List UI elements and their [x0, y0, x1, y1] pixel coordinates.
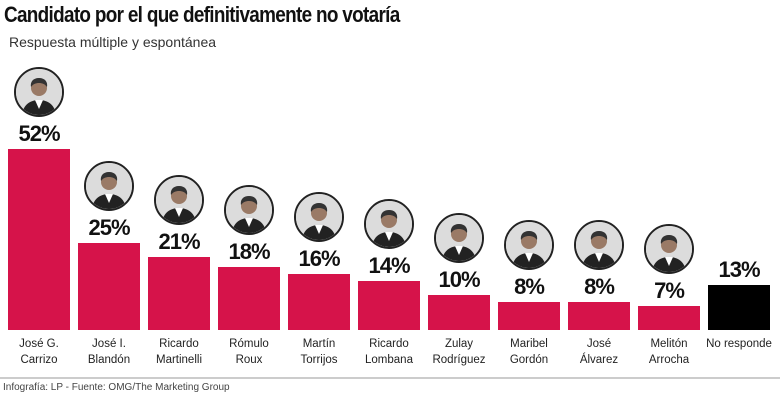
- category-label: José I. Blandón: [69, 336, 149, 368]
- category-label-line: Roux: [235, 354, 263, 366]
- candidate-photo: [644, 223, 694, 274]
- category-label-line: José I.: [92, 338, 126, 350]
- bar: [428, 295, 490, 330]
- category-label-line: No responde: [706, 338, 772, 350]
- category-label: No responde: [699, 336, 779, 352]
- category-label-line: Rodríguez: [432, 354, 486, 366]
- category-label: Maribel Gordón: [489, 336, 569, 368]
- category-label-line: Maribel: [510, 338, 548, 350]
- category-label-line: Martinelli: [155, 354, 202, 366]
- category-label-line: Lombana: [365, 354, 413, 366]
- category-label-line: Zulay: [444, 338, 474, 350]
- category-label: Ricardo Lombana: [349, 336, 429, 368]
- category-label-line: Torrijos: [300, 354, 338, 366]
- bar: [8, 149, 70, 330]
- category-label: Zulay Rodríguez: [419, 336, 499, 368]
- category-label-line: Ricardo: [369, 338, 409, 350]
- category-label-line: Gordón: [509, 354, 549, 366]
- candidate-photo: [574, 220, 624, 271]
- value-label: 8%: [514, 274, 545, 300]
- value-label: 16%: [298, 246, 340, 272]
- category-label-line: Martín: [302, 338, 336, 350]
- category-label-line: Ricardo: [159, 338, 199, 350]
- divider: [0, 377, 780, 379]
- bar: [218, 267, 280, 330]
- value-label: 25%: [88, 214, 130, 240]
- candidate-photo: [434, 213, 484, 264]
- value-label: 52%: [18, 121, 60, 146]
- category-label-line: José G.: [19, 338, 59, 350]
- candidate-photo: [294, 192, 344, 243]
- chart-subtitle: Respuesta múltiple y espontánea: [9, 34, 217, 50]
- value-label: 10%: [438, 267, 480, 293]
- value-label: 8%: [584, 274, 615, 300]
- bar: [148, 256, 210, 330]
- candidate-photo: [364, 199, 414, 250]
- bar: [498, 302, 560, 330]
- category-label: Melitón Arrocha: [629, 336, 709, 368]
- category-label: José Álvarez: [559, 336, 639, 368]
- category-label-line: Arrocha: [648, 354, 690, 366]
- bar: [288, 274, 350, 330]
- category-label: José G. Carrizo: [0, 336, 79, 368]
- chart-title: Candidato por el que definitivamente no …: [4, 2, 400, 27]
- category-label-line: Melitón: [650, 338, 688, 350]
- category-label-line: José: [586, 338, 612, 350]
- category-label-line: Carrizo: [20, 354, 58, 366]
- value-label: 18%: [228, 239, 270, 265]
- category-label: Ricardo Martinelli: [139, 336, 219, 368]
- source-note: Infografía: LP - Fuente: OMG/The Marketi…: [3, 382, 230, 393]
- category-label-line: Blandón: [87, 354, 131, 366]
- bar: [358, 281, 420, 330]
- candidate-photo: [224, 185, 274, 236]
- category-label: Rómulo Roux: [209, 336, 289, 368]
- candidate-photo: [84, 160, 134, 211]
- value-label: 14%: [368, 253, 410, 279]
- value-label: 7%: [654, 277, 685, 303]
- value-label: 13%: [718, 256, 760, 282]
- bar: [78, 242, 140, 330]
- candidate-photo: [14, 67, 64, 117]
- category-label-line: Rómulo: [229, 338, 269, 350]
- bar: [708, 284, 770, 330]
- candidate-photo: [504, 220, 554, 271]
- category-label-line: Álvarez: [579, 354, 619, 366]
- bar: [568, 302, 630, 330]
- bar: [638, 305, 700, 330]
- category-label: Martín Torrijos: [279, 336, 359, 368]
- value-label: 21%: [158, 228, 200, 254]
- candidate-photo: [154, 174, 204, 225]
